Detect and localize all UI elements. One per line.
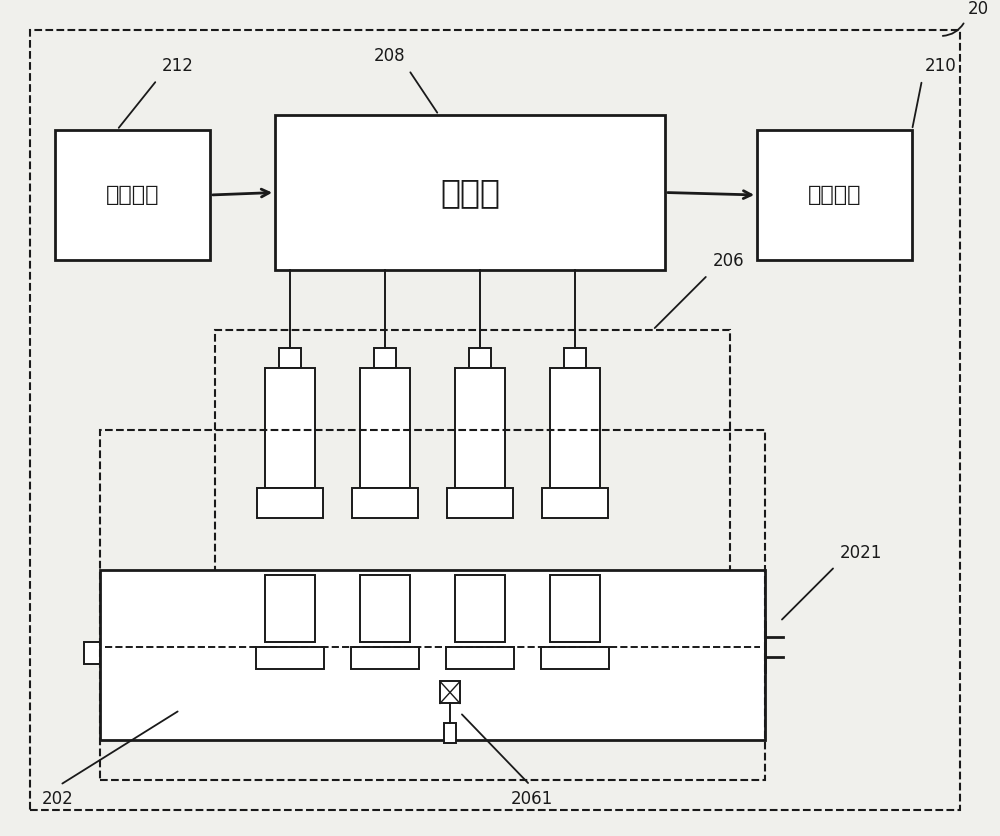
Bar	[100, 570, 765, 740]
Bar	[55, 130, 210, 260]
Bar	[352, 488, 418, 518]
Bar	[550, 575, 600, 641]
Bar	[446, 646, 514, 669]
Bar	[265, 575, 315, 641]
Text: 206: 206	[713, 252, 744, 270]
Bar	[447, 488, 513, 518]
Text: 210: 210	[925, 57, 957, 75]
Bar	[444, 723, 456, 743]
Text: 212: 212	[162, 57, 194, 75]
Bar	[564, 348, 586, 368]
Text: 208: 208	[374, 47, 406, 65]
Text: 单片机: 单片机	[440, 176, 500, 209]
Bar	[440, 681, 460, 703]
Bar	[541, 646, 609, 669]
Bar	[374, 348, 396, 368]
Bar	[265, 368, 315, 488]
Bar	[360, 575, 410, 641]
Text: 202: 202	[42, 790, 74, 808]
Bar	[256, 646, 324, 669]
Text: 2061: 2061	[511, 790, 553, 808]
Bar	[279, 348, 301, 368]
Text: 报警装置: 报警装置	[808, 185, 861, 205]
Bar	[455, 575, 505, 641]
Bar	[275, 115, 665, 270]
Bar	[84, 641, 100, 664]
Bar	[215, 330, 730, 610]
Text: 电源装置: 电源装置	[106, 185, 159, 205]
Bar	[757, 130, 912, 260]
Bar	[100, 430, 765, 780]
Bar	[469, 348, 491, 368]
Bar	[542, 488, 608, 518]
Text: 2021: 2021	[840, 543, 882, 562]
Bar	[455, 368, 505, 488]
Bar	[360, 368, 410, 488]
Text: 20: 20	[968, 0, 989, 18]
Bar	[257, 488, 323, 518]
Bar	[351, 646, 419, 669]
Bar	[550, 368, 600, 488]
